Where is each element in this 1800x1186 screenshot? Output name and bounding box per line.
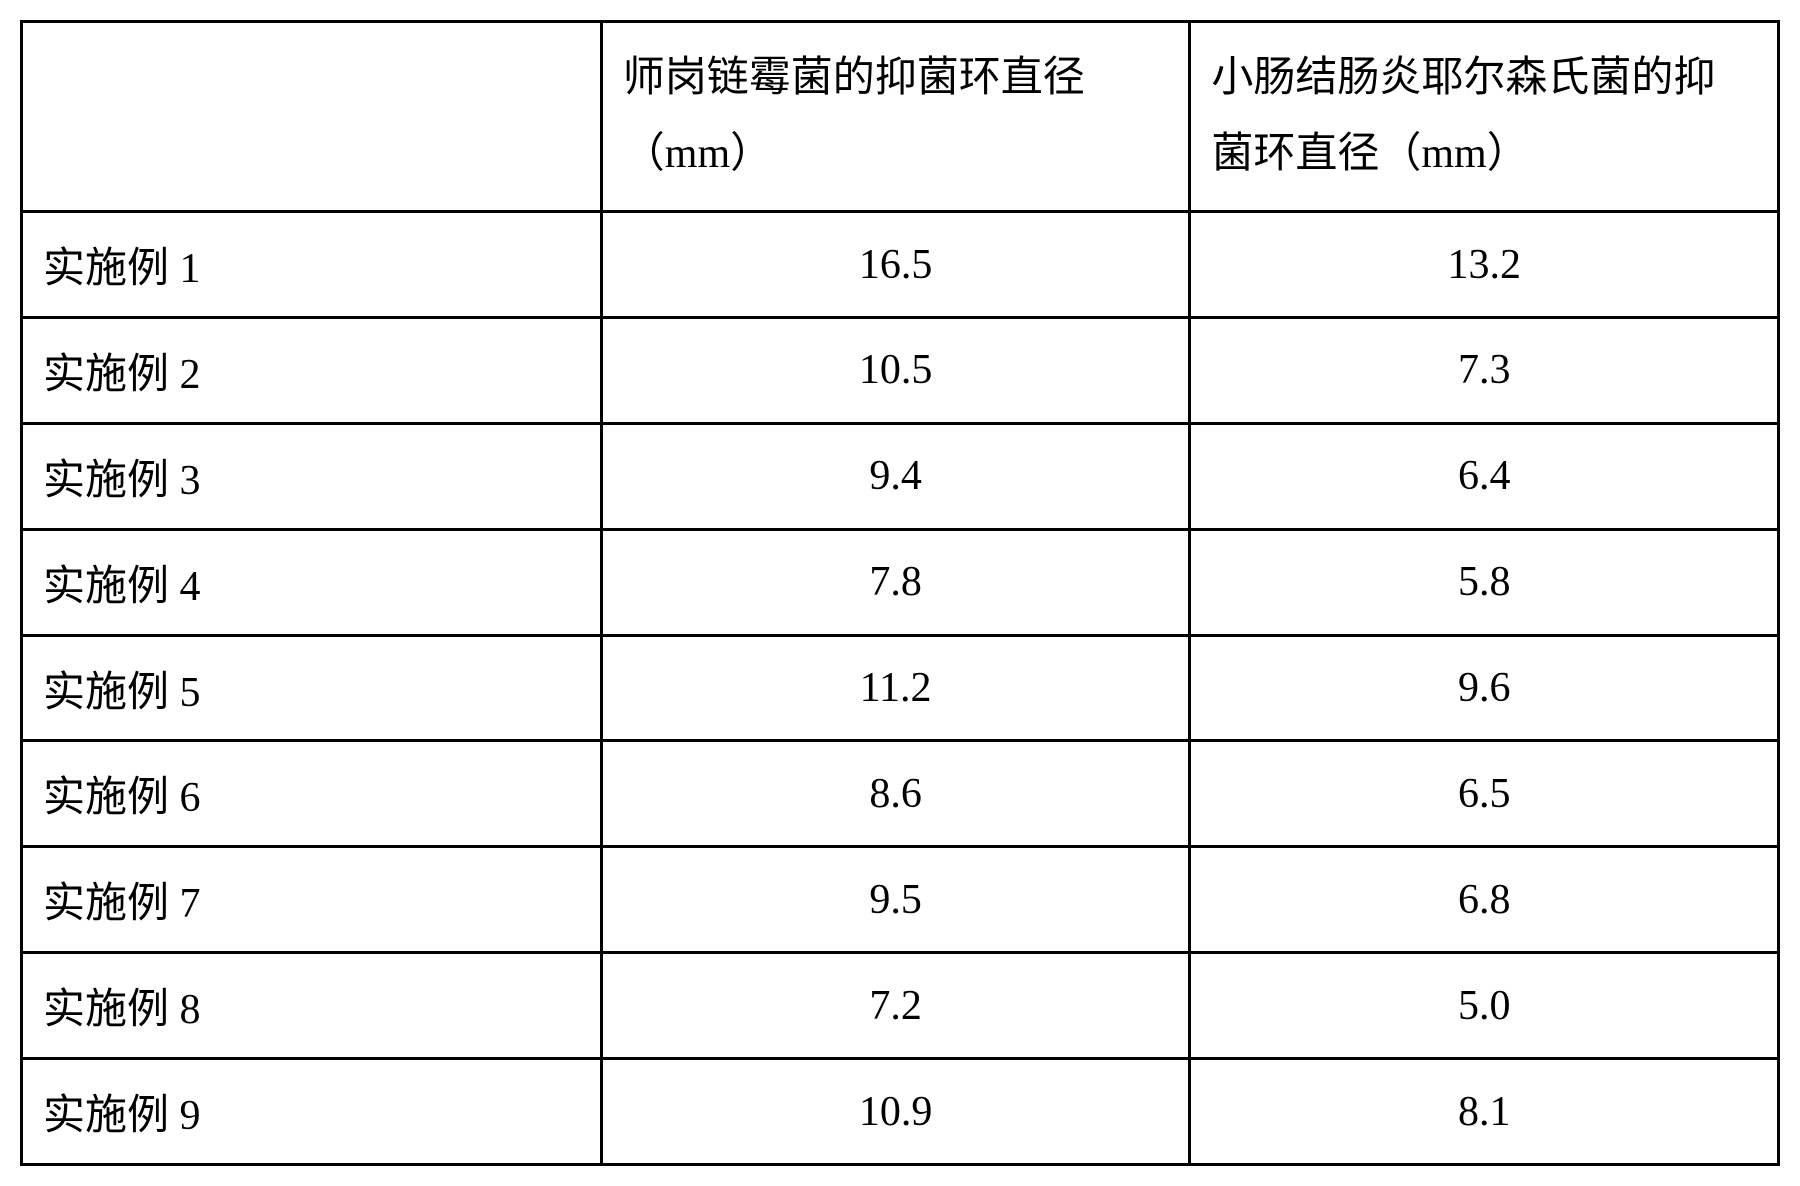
- cell-value: 8.1: [1190, 1059, 1779, 1165]
- row-label: 实施例 1: [22, 212, 602, 318]
- row-label: 实施例 3: [22, 423, 602, 529]
- table-row: 实施例 2 10.5 7.3: [22, 318, 1779, 424]
- cell-value: 9.4: [601, 423, 1190, 529]
- table-row: 实施例 7 9.5 6.8: [22, 847, 1779, 953]
- inhibition-zone-table: 师岗链霉菌的抑菌环直径（mm） 小肠结肠炎耶尔森氏菌的抑菌环直径（mm） 实施例…: [20, 20, 1780, 1166]
- cell-value: 6.4: [1190, 423, 1779, 529]
- cell-value: 11.2: [601, 635, 1190, 741]
- table-row: 实施例 1 16.5 13.2: [22, 212, 1779, 318]
- row-label: 实施例 9: [22, 1059, 602, 1165]
- row-label: 实施例 6: [22, 741, 602, 847]
- cell-value: 13.2: [1190, 212, 1779, 318]
- header-row: 师岗链霉菌的抑菌环直径（mm） 小肠结肠炎耶尔森氏菌的抑菌环直径（mm）: [22, 22, 1779, 212]
- table-row: 实施例 6 8.6 6.5: [22, 741, 1779, 847]
- cell-value: 9.6: [1190, 635, 1779, 741]
- header-col1: 师岗链霉菌的抑菌环直径（mm）: [601, 22, 1190, 212]
- cell-value: 7.3: [1190, 318, 1779, 424]
- header-blank: [22, 22, 602, 212]
- table-row: 实施例 3 9.4 6.4: [22, 423, 1779, 529]
- row-label: 实施例 8: [22, 953, 602, 1059]
- cell-value: 5.0: [1190, 953, 1779, 1059]
- row-label: 实施例 4: [22, 529, 602, 635]
- cell-value: 6.5: [1190, 741, 1779, 847]
- table-row: 实施例 9 10.9 8.1: [22, 1059, 1779, 1165]
- table-row: 实施例 4 7.8 5.8: [22, 529, 1779, 635]
- cell-value: 16.5: [601, 212, 1190, 318]
- table-row: 实施例 8 7.2 5.0: [22, 953, 1779, 1059]
- row-label: 实施例 7: [22, 847, 602, 953]
- cell-value: 8.6: [601, 741, 1190, 847]
- table-row: 实施例 5 11.2 9.6: [22, 635, 1779, 741]
- cell-value: 5.8: [1190, 529, 1779, 635]
- cell-value: 7.2: [601, 953, 1190, 1059]
- cell-value: 10.9: [601, 1059, 1190, 1165]
- cell-value: 6.8: [1190, 847, 1779, 953]
- cell-value: 9.5: [601, 847, 1190, 953]
- table-container: 师岗链霉菌的抑菌环直径（mm） 小肠结肠炎耶尔森氏菌的抑菌环直径（mm） 实施例…: [0, 0, 1800, 1186]
- cell-value: 10.5: [601, 318, 1190, 424]
- row-label: 实施例 2: [22, 318, 602, 424]
- header-col2: 小肠结肠炎耶尔森氏菌的抑菌环直径（mm）: [1190, 22, 1779, 212]
- cell-value: 7.8: [601, 529, 1190, 635]
- row-label: 实施例 5: [22, 635, 602, 741]
